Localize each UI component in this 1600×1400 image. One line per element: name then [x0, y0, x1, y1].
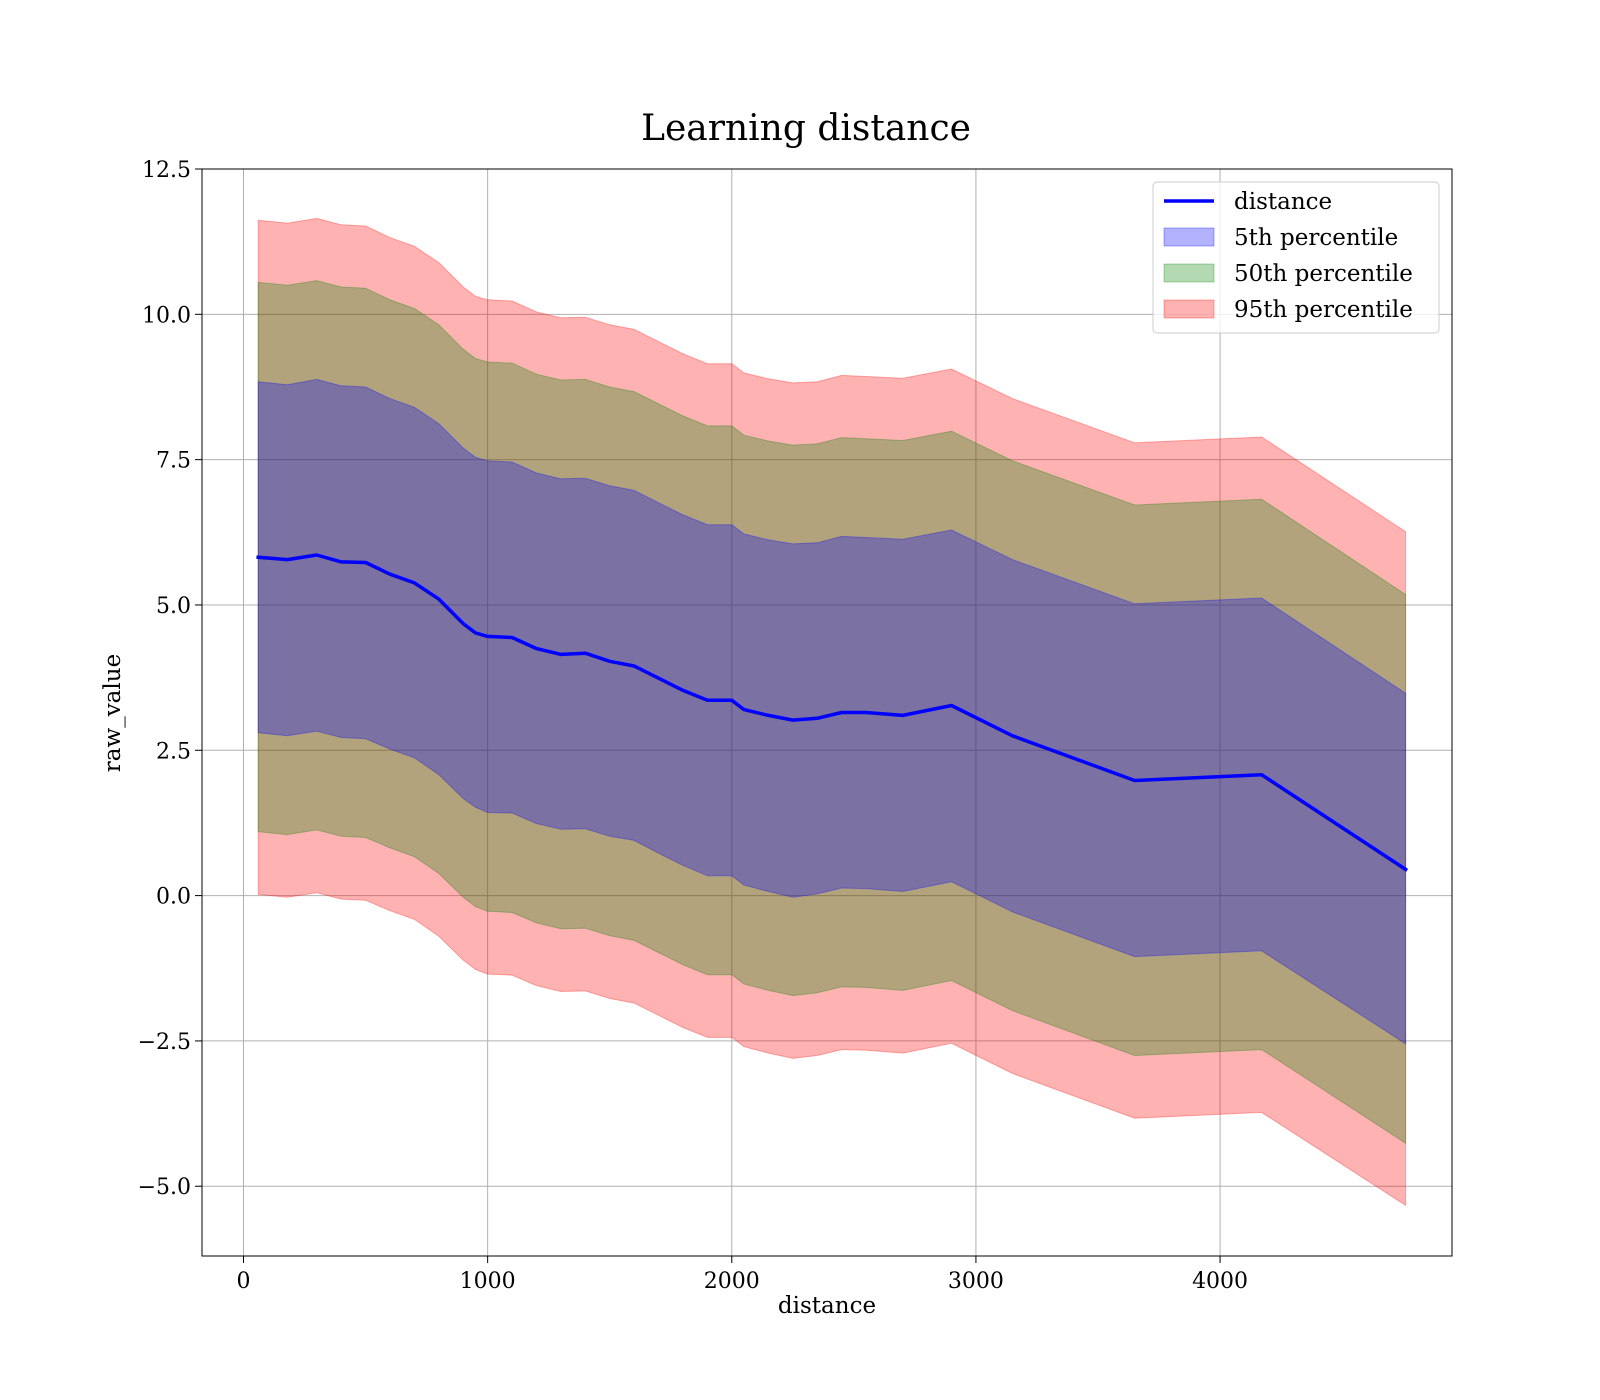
x-tick-label: 3000	[948, 1269, 1004, 1294]
line-distance	[256, 553, 1409, 872]
x-tick-label: 0	[237, 1269, 251, 1294]
legend-label-5th-percentile: 5th percentile	[1234, 225, 1398, 251]
band-5th-percentile	[257, 378, 1407, 1045]
legend-swatch-50th-percentile	[1163, 263, 1215, 283]
x-tick-label: 2000	[704, 1269, 760, 1294]
y-axis-label: raw_value	[100, 654, 126, 772]
band-50th-percentile	[257, 280, 1407, 1145]
series-lines	[256, 553, 1409, 872]
chart-title: Learning distance	[641, 108, 971, 149]
y-tick-label: −2.5	[138, 1030, 191, 1055]
y-tick-label: 2.5	[156, 739, 191, 764]
band-95th-percentile	[257, 217, 1407, 1207]
y-tick-label: 0.0	[156, 885, 191, 910]
x-tick-label: 4000	[1192, 1269, 1248, 1294]
x-axis-ticks: 0 1000 2000 3000 4000	[237, 1256, 1248, 1294]
x-axis-label: distance	[778, 1293, 876, 1319]
y-tick-label: −5.0	[138, 1175, 191, 1200]
legend-swatch-95th-percentile	[1163, 299, 1215, 319]
x-tick-label: 1000	[460, 1269, 516, 1294]
y-axis-ticks: −5.0 −2.5 0.0 2.5 5.0 7.5 10.0 12.5	[138, 158, 202, 1200]
legend-label-50th-percentile: 50th percentile	[1234, 261, 1413, 287]
y-tick-label: 10.0	[142, 303, 191, 328]
legend-swatch-5th-percentile	[1163, 227, 1215, 247]
y-tick-label: 7.5	[156, 449, 191, 474]
plot-frame	[201, 168, 1453, 1257]
legend-label-95th-percentile: 95th percentile	[1234, 297, 1413, 323]
legend: distance 5th percentile 50th percentile 95t…	[1152, 181, 1440, 334]
y-tick-label: 12.5	[142, 158, 191, 183]
legend-label-distance: distance	[1234, 189, 1332, 215]
percentile-bands	[257, 217, 1407, 1207]
y-tick-label: 5.0	[156, 594, 191, 619]
legend-box	[1152, 181, 1440, 334]
